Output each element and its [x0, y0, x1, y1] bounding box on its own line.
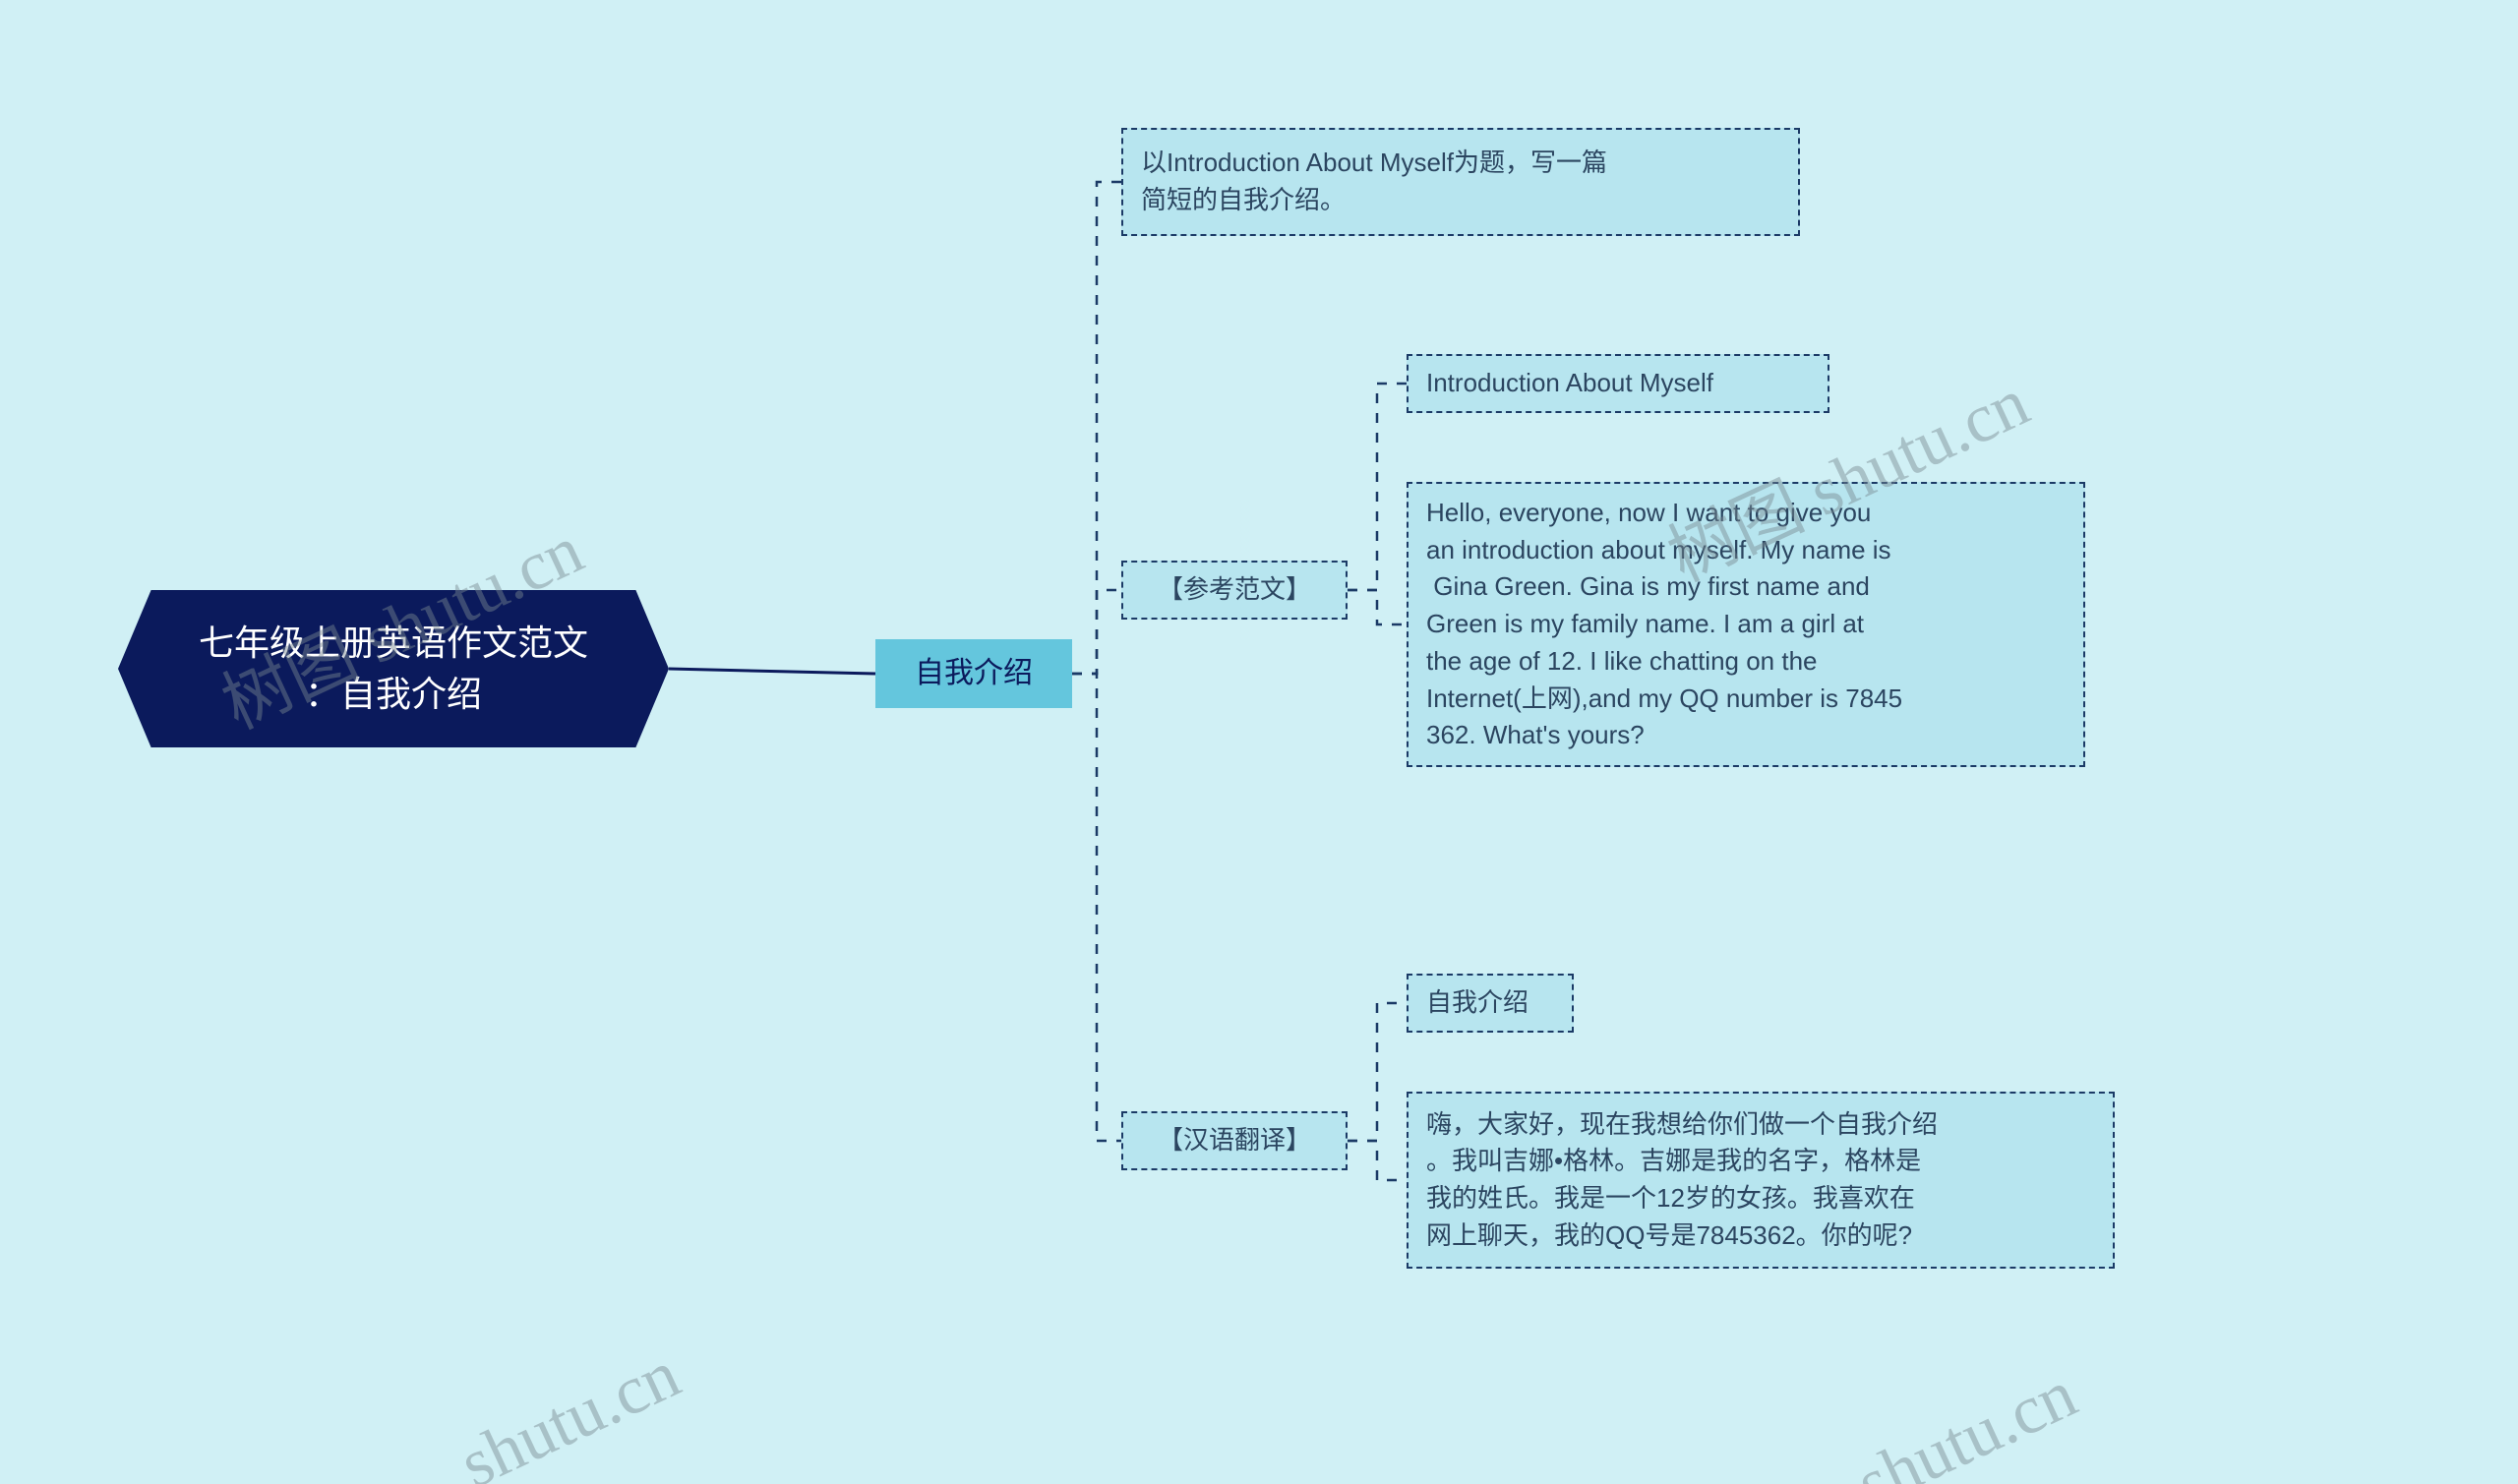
branch-mid-child1[interactable]: Introduction About Myself [1407, 354, 1829, 413]
branch-bot-child2[interactable]: 嗨，大家好，现在我想给你们做一个自我介绍 。我叫吉娜•格林。吉娜是我的名字，格林… [1407, 1092, 2115, 1269]
watermark-text: shutu.cn [449, 1336, 691, 1484]
mindmap-stage: 七年级上册英语作文范文 ：自我介绍 自我介绍 以Introduction Abo… [0, 0, 2518, 1484]
level1-node[interactable]: 自我介绍 [875, 639, 1072, 708]
watermark-text: shutu.cn [1845, 1355, 2088, 1484]
branch-top-node[interactable]: 以Introduction About Myself为题，写一篇 简短的自我介绍… [1121, 128, 1800, 236]
branch-mid-child2[interactable]: Hello, everyone, now I want to give you … [1407, 482, 2085, 767]
root-node[interactable]: 七年级上册英语作文范文 ：自我介绍 [118, 590, 669, 747]
branch-mid-label[interactable]: 【参考范文】 [1121, 561, 1348, 620]
branch-bot-child1[interactable]: 自我介绍 [1407, 974, 1574, 1033]
branch-bot-label[interactable]: 【汉语翻译】 [1121, 1111, 1348, 1170]
